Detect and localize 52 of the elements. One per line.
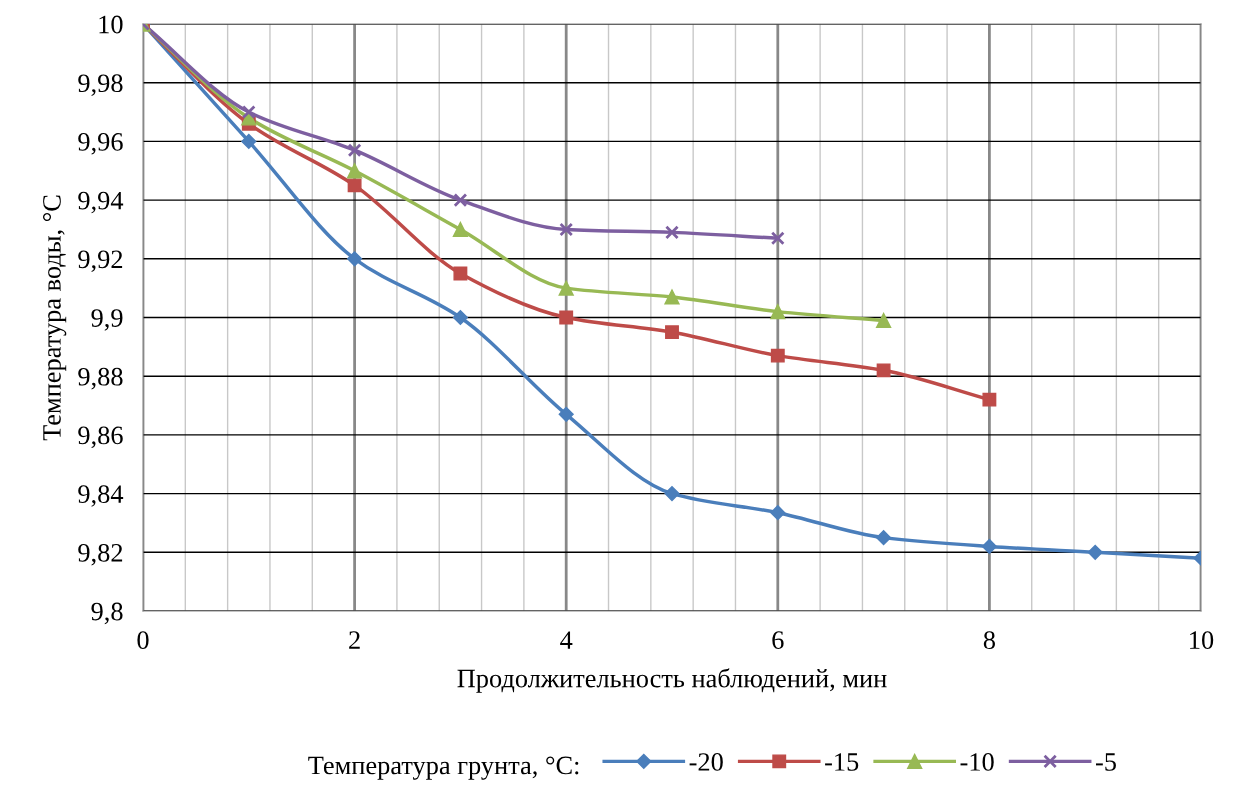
point	[453, 193, 468, 208]
y-tick-label: 9,84	[78, 485, 124, 507]
x-tick-label: 0	[137, 631, 149, 650]
legend-label: -5	[1095, 753, 1116, 771]
point	[559, 310, 574, 325]
point	[453, 266, 468, 281]
y-tick-label: 9,82	[78, 543, 123, 566]
point	[665, 325, 679, 340]
point	[558, 280, 574, 296]
point	[347, 251, 363, 267]
x-tick-label: 2	[349, 631, 360, 649]
point	[664, 486, 680, 502]
y-tick-label: 9,9	[91, 309, 123, 331]
y-tick-label: 10	[99, 15, 123, 34]
y-tick-label: 9,96	[78, 133, 123, 155]
point	[981, 538, 997, 555]
point	[347, 178, 362, 193]
y-tick-label: 9,98	[78, 74, 123, 96]
x-tick-label: 6	[772, 631, 784, 650]
y-tick-label: 9,86	[78, 426, 123, 449]
y-axis-title: Температура воды, °C	[43, 195, 67, 441]
point	[982, 392, 997, 407]
point	[346, 163, 363, 179]
point	[875, 312, 892, 329]
point	[559, 222, 574, 237]
legend-label: -15	[825, 753, 859, 771]
point	[770, 348, 785, 363]
point	[876, 363, 891, 378]
point	[241, 133, 257, 149]
point	[876, 530, 892, 546]
y-tick-label: 9,94	[78, 191, 124, 214]
point	[770, 231, 785, 246]
x-tick-label: 8	[983, 631, 995, 650]
point	[1087, 544, 1103, 560]
y-tick-label: 9,8	[91, 602, 123, 625]
x-tick-label: 4	[560, 631, 573, 649]
point	[452, 221, 469, 238]
x-axis-title: Продолжительность наблюдений, мин	[457, 668, 887, 693]
x-tick-label: 10	[1190, 631, 1214, 650]
point	[664, 289, 680, 305]
y-tick-label: 9,88	[78, 367, 123, 390]
legend-title: Температура грунта, °C:	[308, 756, 579, 780]
point	[770, 303, 786, 320]
point	[241, 105, 256, 119]
legend-label: -20	[689, 753, 723, 771]
legend-label: -10	[960, 753, 994, 771]
y-tick-label: 9,92	[78, 250, 123, 273]
point	[452, 309, 468, 326]
point	[770, 505, 786, 521]
point	[558, 406, 574, 422]
point	[347, 143, 362, 158]
point	[665, 225, 679, 240]
